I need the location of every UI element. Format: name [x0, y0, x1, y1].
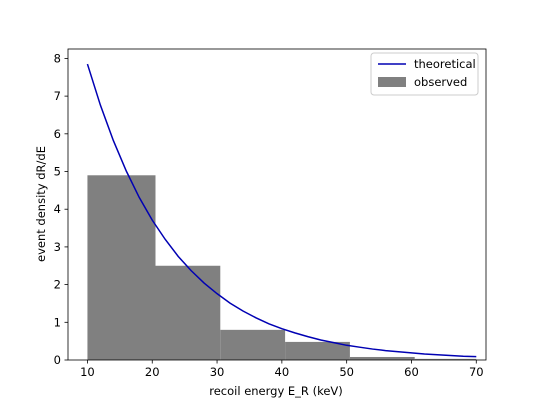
histogram-bar-1: [155, 265, 221, 360]
axes-frame: [67, 48, 487, 361]
y-tick-label: 3: [54, 240, 61, 254]
histogram-bar-4: [349, 356, 415, 360]
y-ticks: 0 1 2 3 4 5 6 7 8: [54, 51, 68, 367]
histogram-bar-3: [285, 341, 350, 360]
histogram-bar-0: [87, 175, 156, 360]
legend-patch-swatch: [378, 77, 406, 87]
x-tick-label: 30: [210, 365, 225, 379]
bars-group: [87, 175, 477, 360]
curve-group: [86, 63, 477, 358]
legend-label-observed: observed: [414, 75, 467, 89]
y-axis-label: event density dR/dE: [34, 146, 48, 262]
x-axis-label: recoil energy E_R (keV): [209, 384, 343, 398]
histogram-bar-2: [220, 329, 286, 360]
y-tick-label: 6: [54, 127, 61, 141]
plot-border: [67, 48, 487, 361]
x-tick-label: 60: [404, 365, 419, 379]
x-tick-label: 20: [145, 365, 160, 379]
x-tick-label: 10: [80, 365, 95, 379]
y-tick-label: 1: [54, 315, 61, 329]
histogram-bar-5: [414, 358, 477, 360]
y-tick-label: 4: [54, 202, 61, 216]
x-tick-label: 70: [469, 365, 484, 379]
legend: theoretical observed: [370, 52, 479, 96]
y-tick-label: 0: [54, 353, 61, 367]
x-tick-label: 50: [339, 365, 354, 379]
y-tick-label: 2: [54, 278, 61, 292]
y-tick-label: 7: [54, 89, 61, 103]
x-tick-label: 40: [275, 365, 290, 379]
x-ticks: 10 20 30 40 50 60 70: [80, 360, 484, 379]
theoretical-curve: [86, 63, 477, 358]
y-tick-label: 8: [54, 51, 61, 65]
y-tick-label: 5: [54, 165, 61, 179]
legend-label-theoretical: theoretical: [414, 57, 476, 71]
